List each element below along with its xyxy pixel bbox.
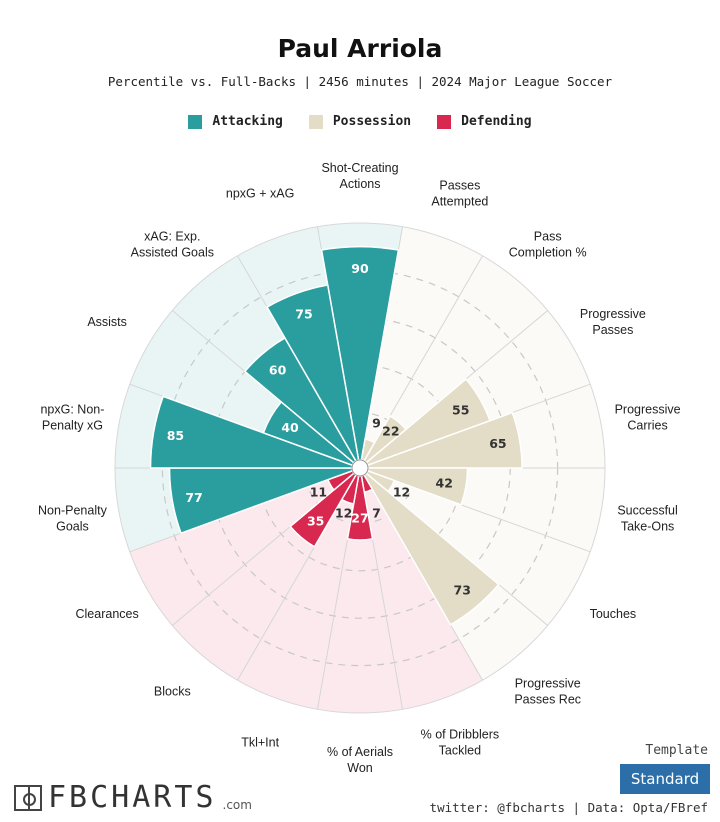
template-button[interactable]: Standard (620, 764, 710, 794)
value-label: 12 (335, 506, 352, 521)
category-label: npxG + xAG (226, 187, 294, 201)
category-label: Passes Attempted (431, 179, 488, 209)
legend-label-possession: Possession (332, 114, 412, 129)
value-label: 77 (185, 490, 202, 505)
legend-swatch-defending (437, 114, 452, 129)
data-credit: twitter: @fbcharts | Data: Opta/FBref (429, 800, 708, 815)
value-label: 7 (372, 506, 381, 521)
value-label: 75 (295, 307, 312, 322)
legend: Attacking Possession Defending (0, 114, 720, 129)
category-label: Clearances (76, 607, 139, 621)
template-label: Template (645, 743, 708, 758)
chart-subtitle: Percentile vs. Full-Backs | 2456 minutes… (107, 74, 613, 89)
value-label: 35 (307, 513, 324, 528)
legend-item-defending: Defending (437, 114, 532, 129)
value-label: 12 (393, 485, 410, 500)
value-label: 11 (310, 485, 327, 500)
value-label: 22 (382, 424, 399, 439)
legend-label-defending: Defending (461, 114, 532, 129)
category-label: Shot-Creating Actions (321, 161, 398, 191)
sector-background (237, 474, 359, 710)
sector-background (366, 470, 591, 626)
category-label: Progressive Passes Rec (514, 677, 581, 707)
logo-text: FBCHARTS (48, 780, 217, 815)
center-hole (351, 459, 369, 477)
category-label: npxG: Non-Penalty xG (40, 402, 104, 432)
category-label: Touches (590, 607, 637, 621)
chart-title: Paul Arriola (277, 34, 443, 63)
legend-item-attacking: Attacking (188, 114, 283, 129)
value-label: 9 (372, 415, 381, 430)
value-label: 65 (489, 436, 506, 451)
sector-background (364, 255, 548, 463)
value-label: 90 (351, 261, 369, 276)
category-label: Successful Take-Ons (617, 504, 677, 534)
value-label: 60 (269, 362, 287, 377)
value-label: 42 (436, 475, 453, 490)
category-label: Progressive Passes (580, 307, 646, 337)
value-label: 73 (454, 582, 471, 597)
category-label: xAG: Exp. Assisted Goals (131, 229, 214, 259)
legend-item-possession: Possession (308, 114, 412, 129)
value-label: 27 (351, 510, 368, 525)
sector-background (361, 474, 483, 710)
fbcharts-logo[interactable]: FBCHARTS .com (14, 780, 252, 815)
value-label: 55 (452, 402, 469, 417)
category-label: % of Aerials Won (327, 745, 393, 775)
category-label: Tkl+Int (241, 735, 279, 749)
legend-label-attacking: Attacking (212, 114, 283, 129)
legend-swatch-attacking (188, 114, 203, 129)
category-label: Pass Completion % (509, 229, 587, 259)
pitch-icon (14, 784, 42, 811)
value-label: 85 (167, 428, 184, 443)
value-label: 40 (281, 420, 299, 435)
logo-suffix: .com (222, 798, 252, 812)
category-label: % of Dribblers Tackled (421, 727, 500, 757)
sector-background (361, 226, 483, 462)
category-label: Progressive Carries (615, 402, 681, 432)
sector-background (129, 470, 354, 626)
category-label: Non-Penalty Goals (38, 504, 108, 534)
category-label: Assists (87, 315, 127, 329)
legend-swatch-possession (308, 114, 323, 129)
sector-background (317, 475, 403, 713)
category-label: Blocks (154, 685, 191, 699)
